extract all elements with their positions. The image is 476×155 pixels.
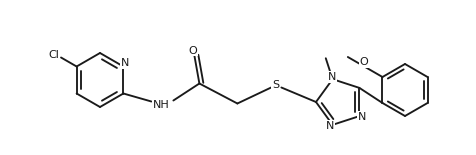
Text: N: N: [327, 72, 335, 82]
Text: S: S: [271, 80, 278, 91]
Text: NH: NH: [153, 100, 169, 111]
Text: O: O: [188, 46, 196, 55]
Text: N: N: [357, 112, 366, 122]
Text: O: O: [359, 57, 368, 67]
Text: N: N: [325, 121, 333, 131]
Text: Cl: Cl: [48, 51, 59, 60]
Text: N: N: [121, 58, 129, 69]
